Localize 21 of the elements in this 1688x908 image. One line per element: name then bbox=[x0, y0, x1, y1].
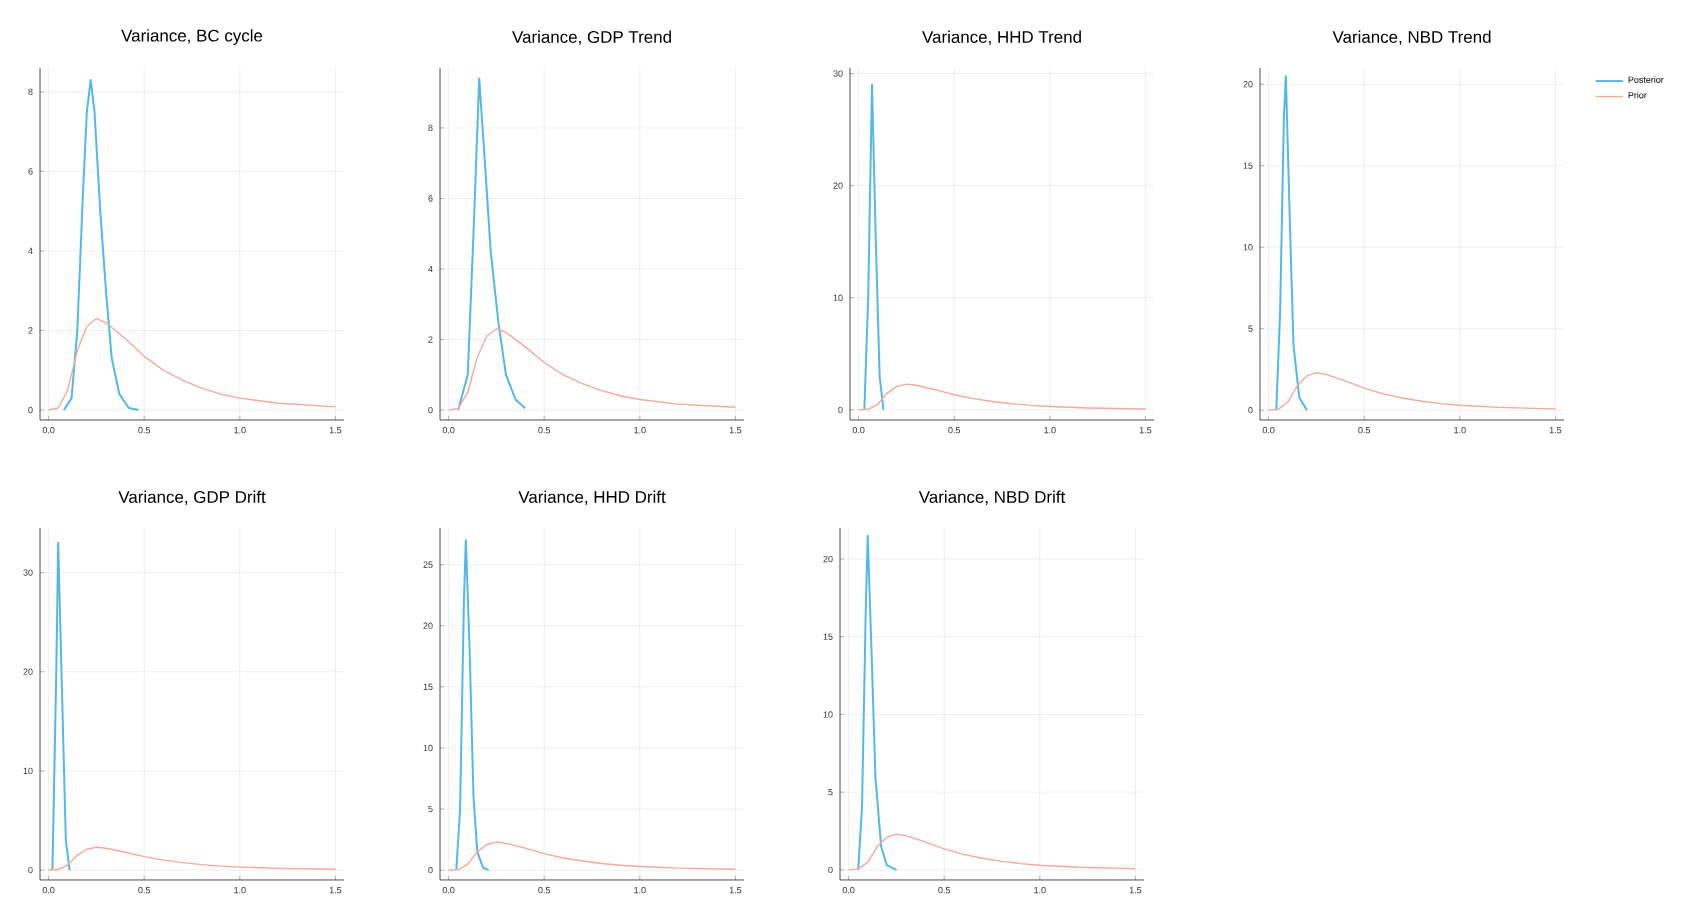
line-series bbox=[51, 541, 71, 872]
line-series bbox=[857, 383, 1147, 411]
line-series bbox=[1267, 372, 1557, 411]
chart-title: Variance, HHD Drift bbox=[518, 490, 666, 505]
chart-title: Variance, NBD Trend bbox=[1332, 30, 1491, 45]
line-series bbox=[847, 833, 1137, 871]
chart-title: Variance, GDP Drift bbox=[118, 490, 266, 505]
line-series bbox=[447, 328, 737, 411]
line-series bbox=[447, 841, 737, 871]
line-series bbox=[47, 317, 337, 411]
line-series bbox=[62, 78, 140, 412]
line-series bbox=[455, 539, 490, 872]
chart-title: Variance, NBD Drift bbox=[918, 490, 1066, 505]
line-series bbox=[857, 534, 898, 871]
chart-title: Variance, GDP Trend bbox=[512, 30, 671, 45]
line-series bbox=[863, 83, 885, 411]
line-series bbox=[1275, 75, 1308, 412]
chart-title: Variance, HHD Trend bbox=[922, 30, 1081, 45]
line-series bbox=[457, 77, 527, 412]
line-series bbox=[47, 846, 337, 871]
chart-title: Variance, BC cycle bbox=[121, 29, 263, 45]
